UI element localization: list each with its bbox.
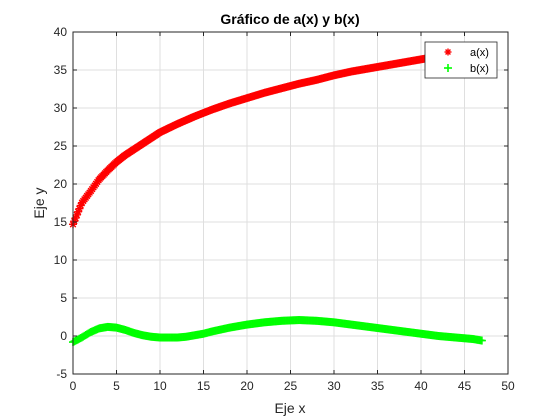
y-tick-label: 35 <box>54 63 68 77</box>
x-tick-label: 50 <box>501 379 515 393</box>
x-tick-label: 15 <box>197 379 211 393</box>
x-tick-label: 40 <box>414 379 428 393</box>
x-axis-label: Eje x <box>274 400 305 416</box>
x-tick-label: 25 <box>284 379 298 393</box>
y-axis-label: Eje y <box>31 187 47 218</box>
x-tick-label: 5 <box>113 379 120 393</box>
y-tick-label: -5 <box>56 367 67 381</box>
x-tick-label: 0 <box>70 379 77 393</box>
data-point <box>477 336 486 345</box>
y-tick-label: 15 <box>54 215 68 229</box>
legend-marker-b <box>444 64 452 72</box>
x-tick-label: 45 <box>458 379 472 393</box>
legend-star-icon <box>444 48 452 56</box>
y-tick-label: 25 <box>54 139 68 153</box>
legend-plus-icon <box>444 64 452 72</box>
legend-marker-a <box>444 48 452 56</box>
y-tick-label: 0 <box>60 329 67 343</box>
legend: a(x) b(x) <box>424 41 498 79</box>
x-tick-label: 20 <box>240 379 254 393</box>
legend-label-b: b(x) <box>470 63 489 75</box>
y-tick-label: 10 <box>54 253 68 267</box>
y-tick-label: 40 <box>54 25 68 39</box>
x-tick-label: 30 <box>327 379 341 393</box>
legend-label-a: a(x) <box>470 47 489 59</box>
chart-title: Gráfico de a(x) y b(x) <box>220 11 359 27</box>
y-tick-label: 30 <box>54 101 68 115</box>
x-tick-label: 10 <box>153 379 167 393</box>
legend-box <box>424 41 498 79</box>
y-tick-label: 5 <box>60 291 67 305</box>
series-b <box>69 316 486 347</box>
y-tick-label: 20 <box>54 177 68 191</box>
x-tick-label: 35 <box>371 379 385 393</box>
